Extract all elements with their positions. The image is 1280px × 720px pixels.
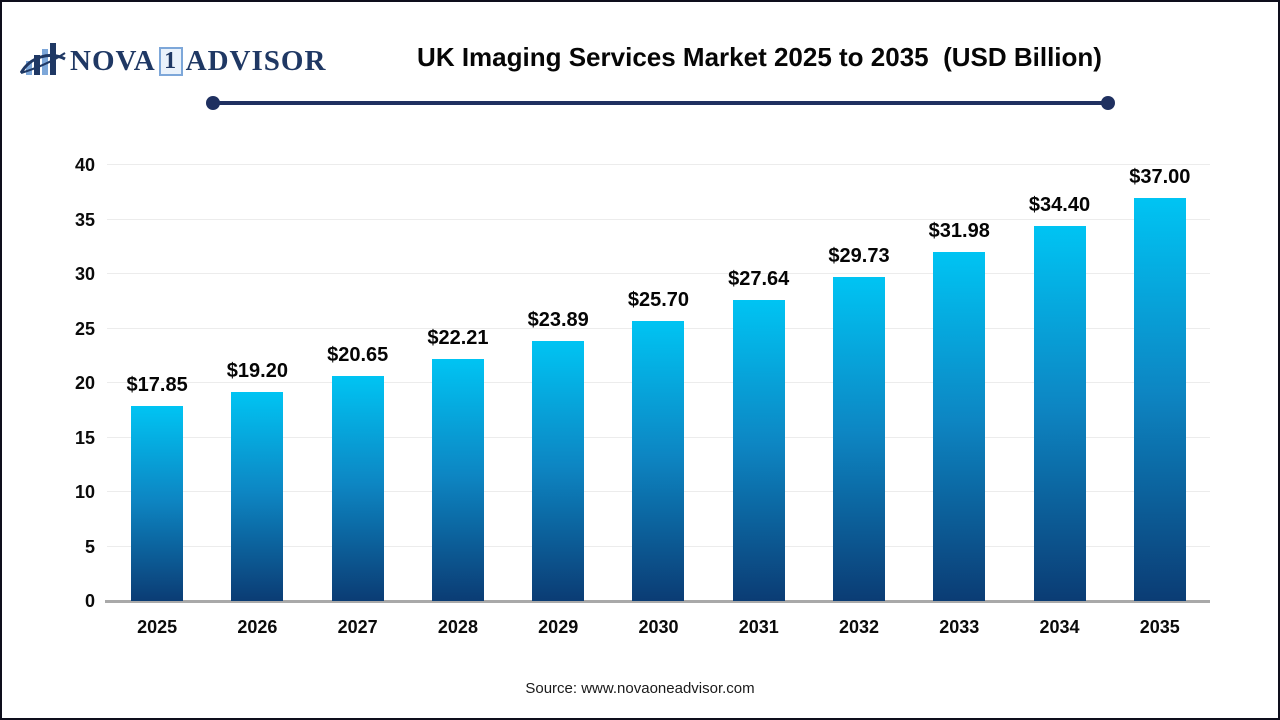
chart-title: UK Imaging Services Market 2025 to 2035 …	[417, 42, 1102, 72]
x-axis-label-2027: 2027	[337, 617, 378, 637]
bar-value-label-2031: $27.64	[728, 267, 790, 290]
bar-slot-2032: $29.73	[809, 165, 909, 601]
bar-value-label-2030: $25.70	[627, 288, 690, 311]
bar-2030	[632, 320, 685, 601]
divider-dot-right	[1101, 96, 1115, 110]
grid-line-30	[107, 273, 1210, 274]
y-tick-label-5: 5	[84, 536, 95, 557]
bar-slot-2033: $31.98	[909, 165, 1009, 601]
divider-dot-left	[206, 96, 220, 110]
x-axis-label-2029: 2029	[538, 617, 579, 637]
bar-2035	[1133, 197, 1186, 601]
bar-slot-2030: $25.70	[608, 165, 708, 601]
x-axis-label-2032: 2032	[838, 617, 880, 637]
x-axis-label-2034: 2034	[1039, 617, 1080, 637]
x-axis-label-2025: 2025	[137, 617, 178, 637]
bar-slot-2029: $23.89	[508, 165, 608, 601]
bar-value-label-2034: $34.40	[1028, 194, 1091, 217]
x-axis-label-2035: 2035	[1139, 617, 1180, 637]
nova-one-advisor-logo: NOVA 1 ADVISOR	[20, 38, 326, 84]
y-tick-label-30: 30	[74, 264, 95, 284]
bar-slot-2027: $20.65	[308, 165, 408, 601]
bar-2026	[231, 391, 284, 601]
bar-2033	[933, 252, 986, 601]
source-attribution: Source: www.novaoneadvisor.com	[525, 680, 755, 697]
bar-slot-2028: $22.21	[408, 165, 508, 601]
x-axis-label-2030: 2030	[638, 617, 679, 637]
y-tick-label-20: 20	[74, 373, 95, 393]
grid-line-40	[107, 164, 1210, 165]
x-axis-label-2033: 2033	[939, 617, 980, 637]
bar-value-label-2026: $19.20	[226, 359, 288, 382]
bar-2029	[532, 340, 585, 601]
y-tick-label-25: 25	[74, 318, 95, 339]
bar-value-label-2032: $29.73	[828, 244, 890, 267]
x-axis-labels: 2025 2026 2027 2028 2029 2030 2031 2032 2033 2034…	[107, 617, 1210, 638]
y-tick-label-40: 40	[74, 155, 95, 175]
bar-value-label-2033: $31.98	[928, 220, 990, 243]
logo-one-badge: 1	[158, 46, 183, 76]
bar-slot-2031: $27.64	[709, 165, 809, 601]
bar-2027	[331, 375, 384, 601]
grid-line-35	[107, 218, 1210, 220]
bar-value-label-2035: $37.00	[1129, 165, 1191, 188]
bar-slot-2026: $19.20	[207, 165, 307, 601]
bar-2025	[131, 406, 184, 601]
bar-value-label-2029: $23.89	[527, 308, 589, 331]
bar-value-label-2027: $20.65	[327, 343, 389, 366]
bar-slot-2035: $37.00	[1110, 165, 1210, 601]
x-axis-label-2031: 2031	[738, 617, 779, 637]
bar-2028	[431, 358, 484, 601]
y-tick-label-35: 35	[74, 209, 95, 230]
logo-text-nova: NOVA	[70, 44, 156, 77]
bar-2032	[832, 276, 885, 601]
y-tick-label-15: 15	[74, 427, 95, 448]
bar-2034	[1033, 226, 1086, 601]
y-tick-label-10: 10	[74, 482, 95, 502]
x-axis-label-2026: 2026	[237, 617, 278, 637]
logo-text-advisor: ADVISOR	[185, 44, 327, 77]
x-axis-line	[105, 600, 1210, 603]
bars-container: $17.85 $19.20 $20.65 $22.21 $23.89 $25.70 $27.…	[107, 165, 1210, 601]
header-divider-line	[206, 96, 1115, 110]
bar-value-label-2028: $22.21	[427, 326, 489, 349]
bar-chart-swoosh-icon	[20, 43, 66, 75]
bar-slot-2034: $34.40	[1009, 165, 1109, 601]
y-tick-label-0: 0	[84, 591, 95, 611]
x-axis-label-2028: 2028	[437, 617, 478, 637]
logo-wordmark: NOVA 1 ADVISOR	[70, 44, 327, 77]
bar-value-label-2025: $17.85	[126, 374, 188, 397]
bar-2031	[732, 299, 785, 601]
bar-slot-2025: $17.85	[107, 165, 207, 601]
